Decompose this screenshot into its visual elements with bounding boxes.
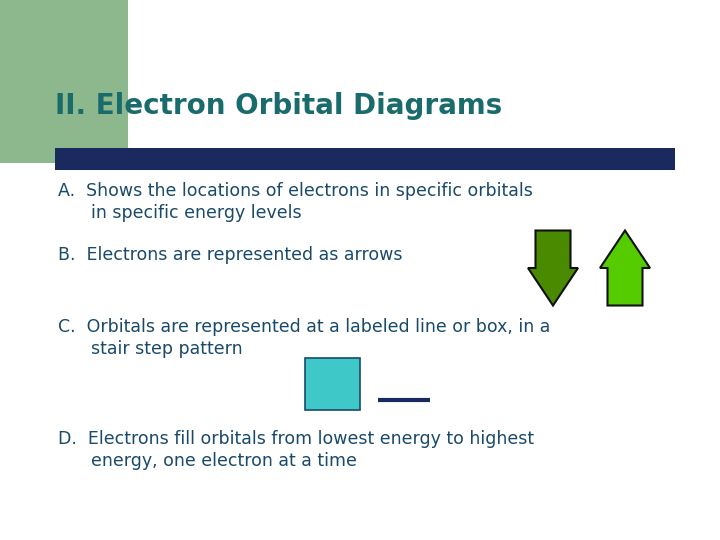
Text: C.  Orbitals are represented at a labeled line or box, in a: C. Orbitals are represented at a labeled… <box>58 318 550 336</box>
Text: D.  Electrons fill orbitals from lowest energy to highest: D. Electrons fill orbitals from lowest e… <box>58 430 534 448</box>
Text: B.  Electrons are represented as arrows: B. Electrons are represented as arrows <box>58 246 402 264</box>
Text: A.  Shows the locations of electrons in specific orbitals: A. Shows the locations of electrons in s… <box>58 182 533 200</box>
Polygon shape <box>600 231 650 306</box>
Text: II. Electron Orbital Diagrams: II. Electron Orbital Diagrams <box>55 92 503 120</box>
Polygon shape <box>528 231 578 306</box>
FancyBboxPatch shape <box>0 0 128 163</box>
Text: in specific energy levels: in specific energy levels <box>58 204 302 222</box>
Text: stair step pattern: stair step pattern <box>58 340 243 358</box>
Bar <box>305 358 360 410</box>
Bar <box>55 148 675 170</box>
Text: energy, one electron at a time: energy, one electron at a time <box>58 452 357 470</box>
